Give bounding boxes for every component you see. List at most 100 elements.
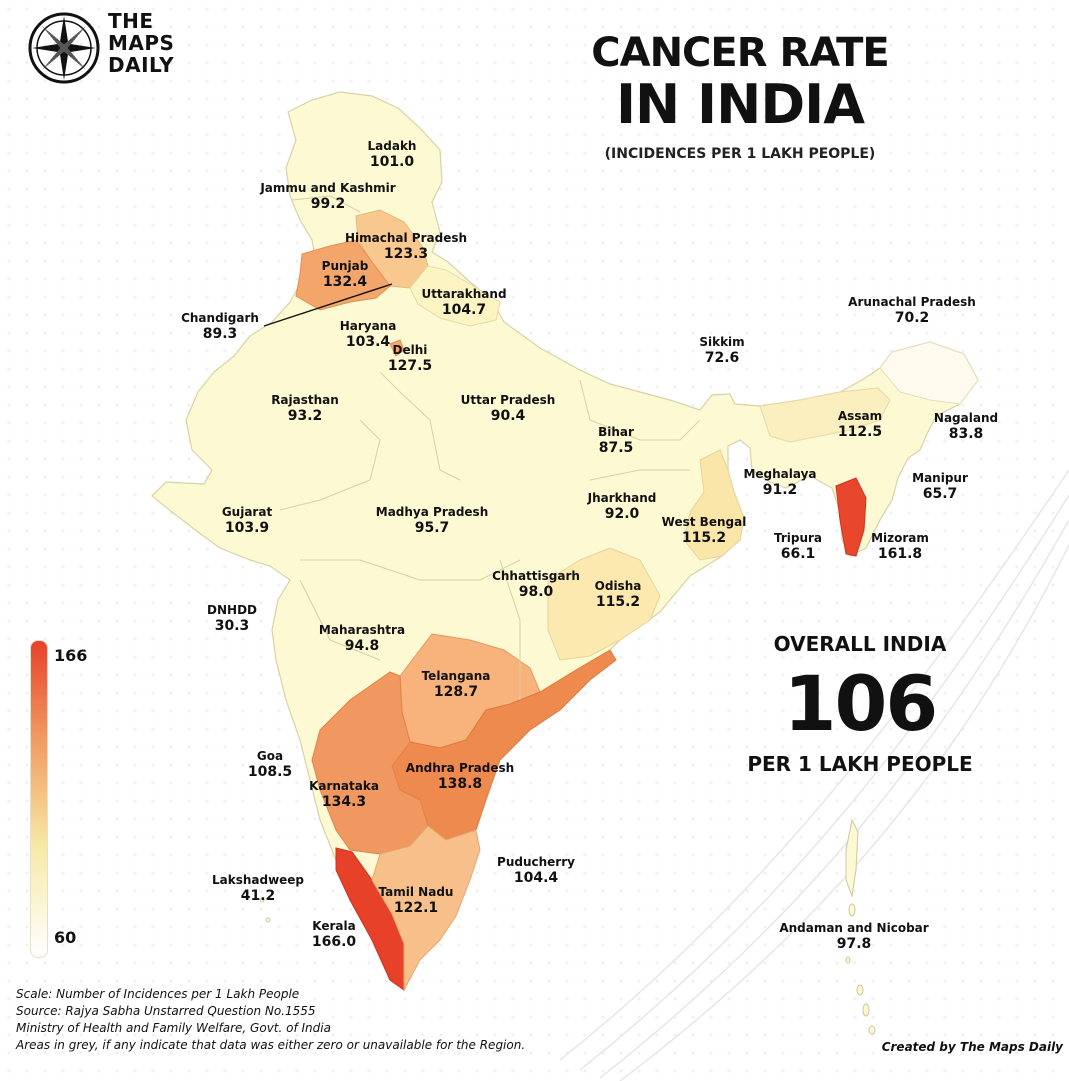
region-value: 92.0 [604, 506, 640, 522]
region-label: Telangana 128.7 [422, 668, 491, 700]
subtitle: (INCIDENCES PER 1 LAKH PEOPLE) [604, 146, 876, 162]
region-name: Ladakh [367, 139, 417, 153]
region-name: Maharashtra [318, 623, 406, 637]
region-name: Madhya Pradesh [375, 505, 489, 519]
overall-value: 106 [783, 659, 939, 748]
region-value: 122.1 [393, 900, 439, 916]
region-value: 91.2 [762, 482, 798, 498]
region-value: 103.9 [224, 520, 270, 536]
region-value: 99.2 [310, 196, 346, 212]
region-name: Chandigarh [181, 311, 259, 325]
region-value: 134.3 [321, 794, 367, 810]
region-value: 66.1 [780, 546, 816, 562]
region-value: 93.2 [287, 408, 323, 424]
region-name: West Bengal [661, 515, 747, 529]
region-name: Himachal Pradesh [344, 231, 468, 245]
region-odisha [547, 547, 661, 661]
region-value: 95.7 [414, 520, 450, 536]
chandigarh-leader-line [263, 283, 393, 327]
region-name: Arunachal Pradesh [848, 295, 976, 309]
region-label: Assam 112.5 [838, 408, 882, 440]
region-label: Gujarat 103.9 [222, 504, 272, 536]
source-notes: Scale: Number of Incidences per 1 Lakh P… [16, 986, 525, 1054]
region-assam [759, 387, 891, 443]
overall-heading: OVERALL INDIA [773, 632, 947, 656]
lakshadweep-islands [253, 877, 271, 923]
region-label: Uttarakhand 104.7 [421, 286, 506, 318]
region-name: Odisha [594, 579, 642, 593]
region-name: Telangana [421, 669, 491, 683]
region-label: Andhra Pradesh 138.8 [406, 760, 514, 792]
region-name: Manipur [912, 471, 968, 485]
region-name: Chhattisgarh [492, 569, 580, 583]
region-label: Delhi 127.5 [388, 342, 432, 374]
credit: Created by The Maps Daily [881, 1040, 1063, 1054]
region-name: Jammu and Kashmir [260, 181, 396, 195]
overall-india-block: OVERALL INDIA 106 PER 1 LAKH PEOPLE [720, 632, 1000, 776]
region-value: 101.0 [369, 154, 415, 170]
region-value: 65.7 [922, 486, 958, 502]
region-name: Meghalaya [743, 467, 817, 481]
region-value: 98.0 [518, 584, 554, 600]
note-scale: Scale: Number of Incidences per 1 Lakh P… [16, 987, 300, 1001]
title-line-1: CANCER RATE [591, 30, 889, 76]
region-label: Punjab 132.4 [322, 258, 369, 290]
region-label: Tripura 66.1 [774, 530, 822, 562]
compass-icon [28, 12, 100, 84]
logo-line-1: THE [108, 9, 154, 33]
region-name: Assam [837, 409, 883, 423]
region-label: Arunachal Pradesh 70.2 [848, 294, 976, 326]
region-name: Lakshadweep [211, 873, 305, 887]
region-label: Jharkhand 92.0 [588, 490, 657, 522]
region-label: Karnataka 134.3 [309, 778, 379, 810]
region-name: Jharkhand [587, 491, 657, 505]
logo-line-3: DAILY [108, 53, 175, 77]
region-value: 87.5 [598, 440, 634, 456]
region-name: Goa [256, 749, 284, 763]
region-value: 166.0 [311, 934, 357, 950]
logo-text: THE MAPS DAILY [108, 10, 174, 76]
overall-unit: PER 1 LAKH PEOPLE [747, 752, 973, 776]
region-name: Andaman and Nicobar [779, 921, 929, 935]
region-name: Andhra Pradesh [405, 761, 515, 775]
region-label: Uttar Pradesh 90.4 [461, 392, 556, 424]
region-label: Lakshadweep 41.2 [212, 872, 304, 904]
region-value: 128.7 [433, 684, 479, 700]
region-label: Meghalaya 91.2 [743, 466, 816, 498]
region-label: Sikkim 72.6 [699, 334, 744, 366]
region-name: Mizoram [871, 531, 929, 545]
region-value: 104.7 [441, 302, 487, 318]
region-name: Haryana [339, 319, 397, 333]
region-label: Nagaland 83.8 [934, 410, 998, 442]
region-name: Nagaland [933, 411, 999, 425]
region-label: Bihar 87.5 [598, 424, 634, 456]
region-delhi [389, 339, 405, 357]
region-label: Mizoram 161.8 [871, 530, 929, 562]
region-label: West Bengal 115.2 [662, 514, 747, 546]
region-label: Chandigarh 89.3 [181, 310, 259, 342]
andaman-nicobar-islands [845, 818, 876, 1035]
region-label: Himachal Pradesh 123.3 [345, 230, 467, 262]
region-value: 115.2 [595, 594, 641, 610]
region-label: Manipur 65.7 [912, 470, 968, 502]
title-line-2: IN INDIA [615, 73, 865, 136]
region-label: Ladakh 101.0 [368, 138, 417, 170]
region-label: Kerala 166.0 [312, 918, 356, 950]
region-value: 138.8 [437, 776, 483, 792]
region-name: Delhi [392, 343, 428, 357]
logo-line-2: MAPS [108, 31, 175, 55]
region-westbengal [683, 449, 745, 561]
region-name: Gujarat [221, 505, 273, 519]
region-label: DNHDD 30.3 [207, 602, 257, 634]
decorative-swoosh [559, 469, 1069, 1081]
region-value: 123.3 [383, 246, 429, 262]
note-source: Source: Rajya Sabha Unstarred Question N… [16, 1004, 316, 1018]
region-value: 70.2 [894, 310, 930, 326]
note-grey: Areas in grey, if any indicate that data… [16, 1038, 526, 1052]
region-value: 94.8 [344, 638, 380, 654]
region-name: Uttarakhand [421, 287, 507, 301]
region-name: Punjab [321, 259, 369, 273]
region-value: 115.2 [681, 530, 727, 546]
region-name: Tripura [773, 531, 823, 545]
